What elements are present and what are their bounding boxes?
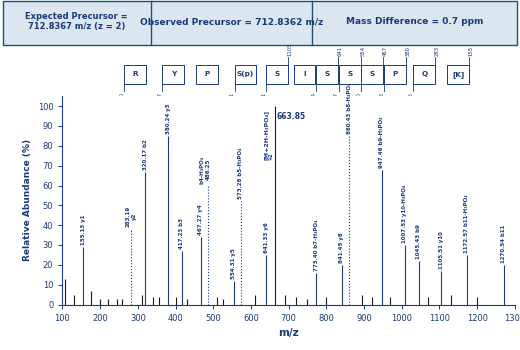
Bar xyxy=(316,64,338,84)
Text: 155: 155 xyxy=(409,92,414,102)
Text: b4-H₃PO₄
486.25: b4-H₃PO₄ 486.25 xyxy=(200,155,211,183)
Bar xyxy=(294,64,315,84)
Text: S: S xyxy=(275,71,280,77)
Text: 467.27 y4: 467.27 y4 xyxy=(198,204,203,235)
Text: 841.45 y8: 841.45 y8 xyxy=(340,232,344,263)
Text: 641.33 y6: 641.33 y6 xyxy=(264,222,269,253)
Bar xyxy=(235,64,256,84)
Text: 663.85: 663.85 xyxy=(277,112,306,121)
Text: 554.31 y5: 554.31 y5 xyxy=(231,248,236,279)
Text: 1270.54 b11: 1270.54 b11 xyxy=(501,224,506,263)
Bar xyxy=(447,64,469,84)
Text: 380: 380 xyxy=(357,92,362,102)
Text: Y: Y xyxy=(171,71,176,77)
Bar xyxy=(413,64,435,84)
Text: 320: 320 xyxy=(119,92,124,102)
Text: 380: 380 xyxy=(406,47,410,56)
Text: 1105.51 y10: 1105.51 y10 xyxy=(439,231,444,269)
Text: S(p): S(p) xyxy=(237,71,254,77)
Text: 1172.57 b11-H₃PO₄: 1172.57 b11-H₃PO₄ xyxy=(464,194,469,253)
Text: 155: 155 xyxy=(469,46,474,56)
Text: S: S xyxy=(347,71,352,77)
Text: I: I xyxy=(303,71,306,77)
Text: 283.19
y2: 283.19 y2 xyxy=(126,206,137,227)
Text: R: R xyxy=(132,71,137,77)
Text: 641: 641 xyxy=(262,92,267,102)
Text: 320.17 b2: 320.17 b2 xyxy=(143,139,148,170)
Text: 467: 467 xyxy=(383,46,388,56)
Text: 554: 554 xyxy=(311,92,317,102)
Text: 380.24 y3: 380.24 y3 xyxy=(165,103,171,134)
Y-axis label: Relative Abundance (%): Relative Abundance (%) xyxy=(23,139,32,261)
Bar xyxy=(339,64,360,84)
Text: 1045.43 b9: 1045.43 b9 xyxy=(417,224,421,259)
Bar xyxy=(361,64,383,84)
Text: P: P xyxy=(204,71,210,77)
Text: 641: 641 xyxy=(230,92,235,102)
Bar xyxy=(162,64,184,84)
Text: S: S xyxy=(324,71,330,77)
Text: 283: 283 xyxy=(379,92,384,102)
Text: 1007.53 y10-H₃PO₄: 1007.53 y10-H₃PO₄ xyxy=(402,185,407,243)
Text: P: P xyxy=(392,71,397,77)
Text: 155.13 y1: 155.13 y1 xyxy=(81,215,86,245)
Text: 417.23 b3: 417.23 b3 xyxy=(179,218,185,249)
Text: Expected Precursor =
712.8367 m/z (z = 2): Expected Precursor = 712.8367 m/z (z = 2… xyxy=(25,12,128,32)
Text: [K]: [K] xyxy=(452,71,464,78)
Text: Mass Difference = 0.7 ppm: Mass Difference = 0.7 ppm xyxy=(346,17,484,26)
Text: 573.28 b5-H₃PO₄: 573.28 b5-H₃PO₄ xyxy=(238,148,243,199)
Text: 283: 283 xyxy=(435,47,440,56)
Text: S: S xyxy=(370,71,375,77)
X-axis label: m/z: m/z xyxy=(278,328,299,338)
Bar xyxy=(197,64,218,84)
Text: 1105: 1105 xyxy=(288,43,293,56)
Text: [M+2H-H₃PO₄]: [M+2H-H₃PO₄] xyxy=(264,110,268,160)
Bar xyxy=(124,64,146,84)
Text: 641: 641 xyxy=(337,46,343,56)
Text: Q: Q xyxy=(421,71,427,77)
Text: 417: 417 xyxy=(158,92,163,102)
Bar xyxy=(384,64,406,84)
Bar xyxy=(266,64,288,84)
Text: Observed Precursor = 712.8362 m/z: Observed Precursor = 712.8362 m/z xyxy=(140,17,323,26)
Text: +2: +2 xyxy=(269,152,274,160)
Text: 467: 467 xyxy=(334,92,339,102)
Text: 860.43 b8-H₃PO₄: 860.43 b8-H₃PO₄ xyxy=(347,83,352,134)
Text: 773.40 b7-H₃PO₄: 773.40 b7-H₃PO₄ xyxy=(314,219,319,271)
Text: 554: 554 xyxy=(360,46,365,56)
Text: 947.46 b9-H₃PO₄: 947.46 b9-H₃PO₄ xyxy=(380,116,384,168)
